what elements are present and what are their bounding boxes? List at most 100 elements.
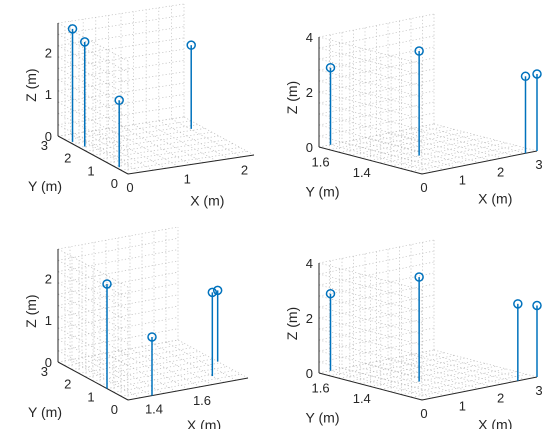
y-axis-label: Y (m): [306, 410, 340, 426]
y-tick-label: 3: [41, 138, 48, 153]
grid-line: [318, 13, 435, 38]
x-tick-label: 0: [420, 180, 427, 195]
grid-line: [318, 272, 435, 297]
x-tick-label: 1: [459, 172, 466, 187]
grid-line: [376, 135, 480, 163]
grid-line: [85, 131, 213, 152]
z-axis-label: Z (m): [23, 68, 39, 101]
stem-marker: [79, 37, 90, 47]
grid-line: [57, 94, 185, 114]
grid-line: [422, 351, 526, 380]
grid-line: [64, 120, 192, 141]
grid-line: [57, 37, 185, 58]
grid-line: [318, 239, 435, 264]
grid-line: [422, 125, 526, 154]
stem-marker: [513, 299, 523, 309]
grid-line: [339, 129, 455, 153]
grid-line: [113, 147, 241, 167]
grid-line: [92, 135, 220, 156]
x-axis-label: X (m): [478, 416, 512, 429]
grid-line: [120, 150, 248, 171]
z-tick-label: 0: [306, 366, 313, 381]
grid-line: [349, 131, 465, 156]
y-axis-label: Y (m): [306, 184, 340, 200]
x-tick-label: 1: [459, 398, 466, 413]
grid-line: [318, 35, 435, 60]
grid-line: [380, 365, 496, 390]
grid-line: [318, 284, 423, 313]
grid-line: [387, 358, 492, 387]
grid-line: [349, 357, 465, 382]
stem-marker: [532, 300, 542, 311]
grid-line: [318, 339, 423, 368]
grid-line: [318, 69, 423, 98]
stem-marker: [414, 46, 424, 56]
y-tick-label: 0: [111, 402, 118, 417]
x-axis-label: X (m): [478, 190, 512, 206]
grid-line: [318, 350, 423, 379]
y-tick-label: 2: [64, 151, 71, 166]
grid-line: [57, 3, 185, 24]
x-tick-label: 1: [184, 171, 191, 186]
grid-line: [57, 71, 185, 92]
z-tick-label: 2: [45, 45, 52, 60]
grid-line: [318, 102, 423, 131]
grid-line: [106, 143, 234, 163]
grid-line: [360, 360, 476, 385]
grid-line: [353, 365, 457, 394]
grid-line: [318, 47, 423, 76]
stem-marker: [532, 69, 542, 79]
y-tick-label: 1.6: [312, 380, 330, 395]
grid-line: [318, 273, 423, 302]
grid-line: [57, 48, 185, 69]
x-tick-label: 1.6: [193, 393, 211, 408]
grid-line: [57, 116, 185, 137]
z-tick-label: 1: [45, 87, 52, 102]
grid-line: [376, 361, 480, 389]
grid-line: [318, 327, 435, 352]
grid-line: [399, 130, 503, 159]
grid-line: [318, 46, 435, 71]
grid-line: [57, 113, 129, 152]
stem-marker: [207, 287, 218, 298]
stem-marker: [414, 272, 424, 282]
y-axis-label: Y (m): [28, 178, 62, 194]
grid-line: [341, 368, 446, 396]
x-axis-label: X (m): [187, 417, 221, 429]
grid-line: [364, 137, 469, 166]
x-axis-line: [127, 154, 255, 175]
x-tick-label: 3: [535, 383, 542, 398]
stem-marker: [67, 24, 78, 34]
x-tick-label: 1.4: [145, 402, 163, 417]
grid-line: [391, 368, 507, 393]
grid-line: [370, 363, 486, 387]
grid-line: [318, 79, 435, 104]
grid-line: [318, 101, 435, 126]
y-axis-line: [57, 135, 129, 175]
grid-line: [57, 26, 185, 46]
stem-marker: [325, 62, 336, 73]
grid-line: [318, 24, 435, 49]
grid-line: [57, 339, 129, 378]
grid-line: [433, 349, 538, 378]
grid-line: [318, 305, 435, 330]
y-tick-label: 1.6: [312, 154, 330, 169]
y-axis-line: [57, 361, 129, 401]
z-tick-label: 4: [306, 256, 313, 271]
grid-line: [318, 68, 435, 93]
grid-line: [399, 356, 503, 385]
grid-line: [318, 58, 423, 87]
grid-line: [318, 57, 435, 82]
x-tick-label: 2: [241, 163, 248, 178]
stem-marker: [114, 95, 124, 106]
z-tick-label: 0: [45, 355, 52, 370]
grid-line: [318, 317, 423, 346]
z-tick-label: 4: [306, 30, 313, 45]
z-tick-label: 0: [306, 140, 313, 155]
grid-line: [329, 352, 445, 377]
y-axis-line: [318, 372, 423, 401]
grid-line: [370, 137, 486, 161]
